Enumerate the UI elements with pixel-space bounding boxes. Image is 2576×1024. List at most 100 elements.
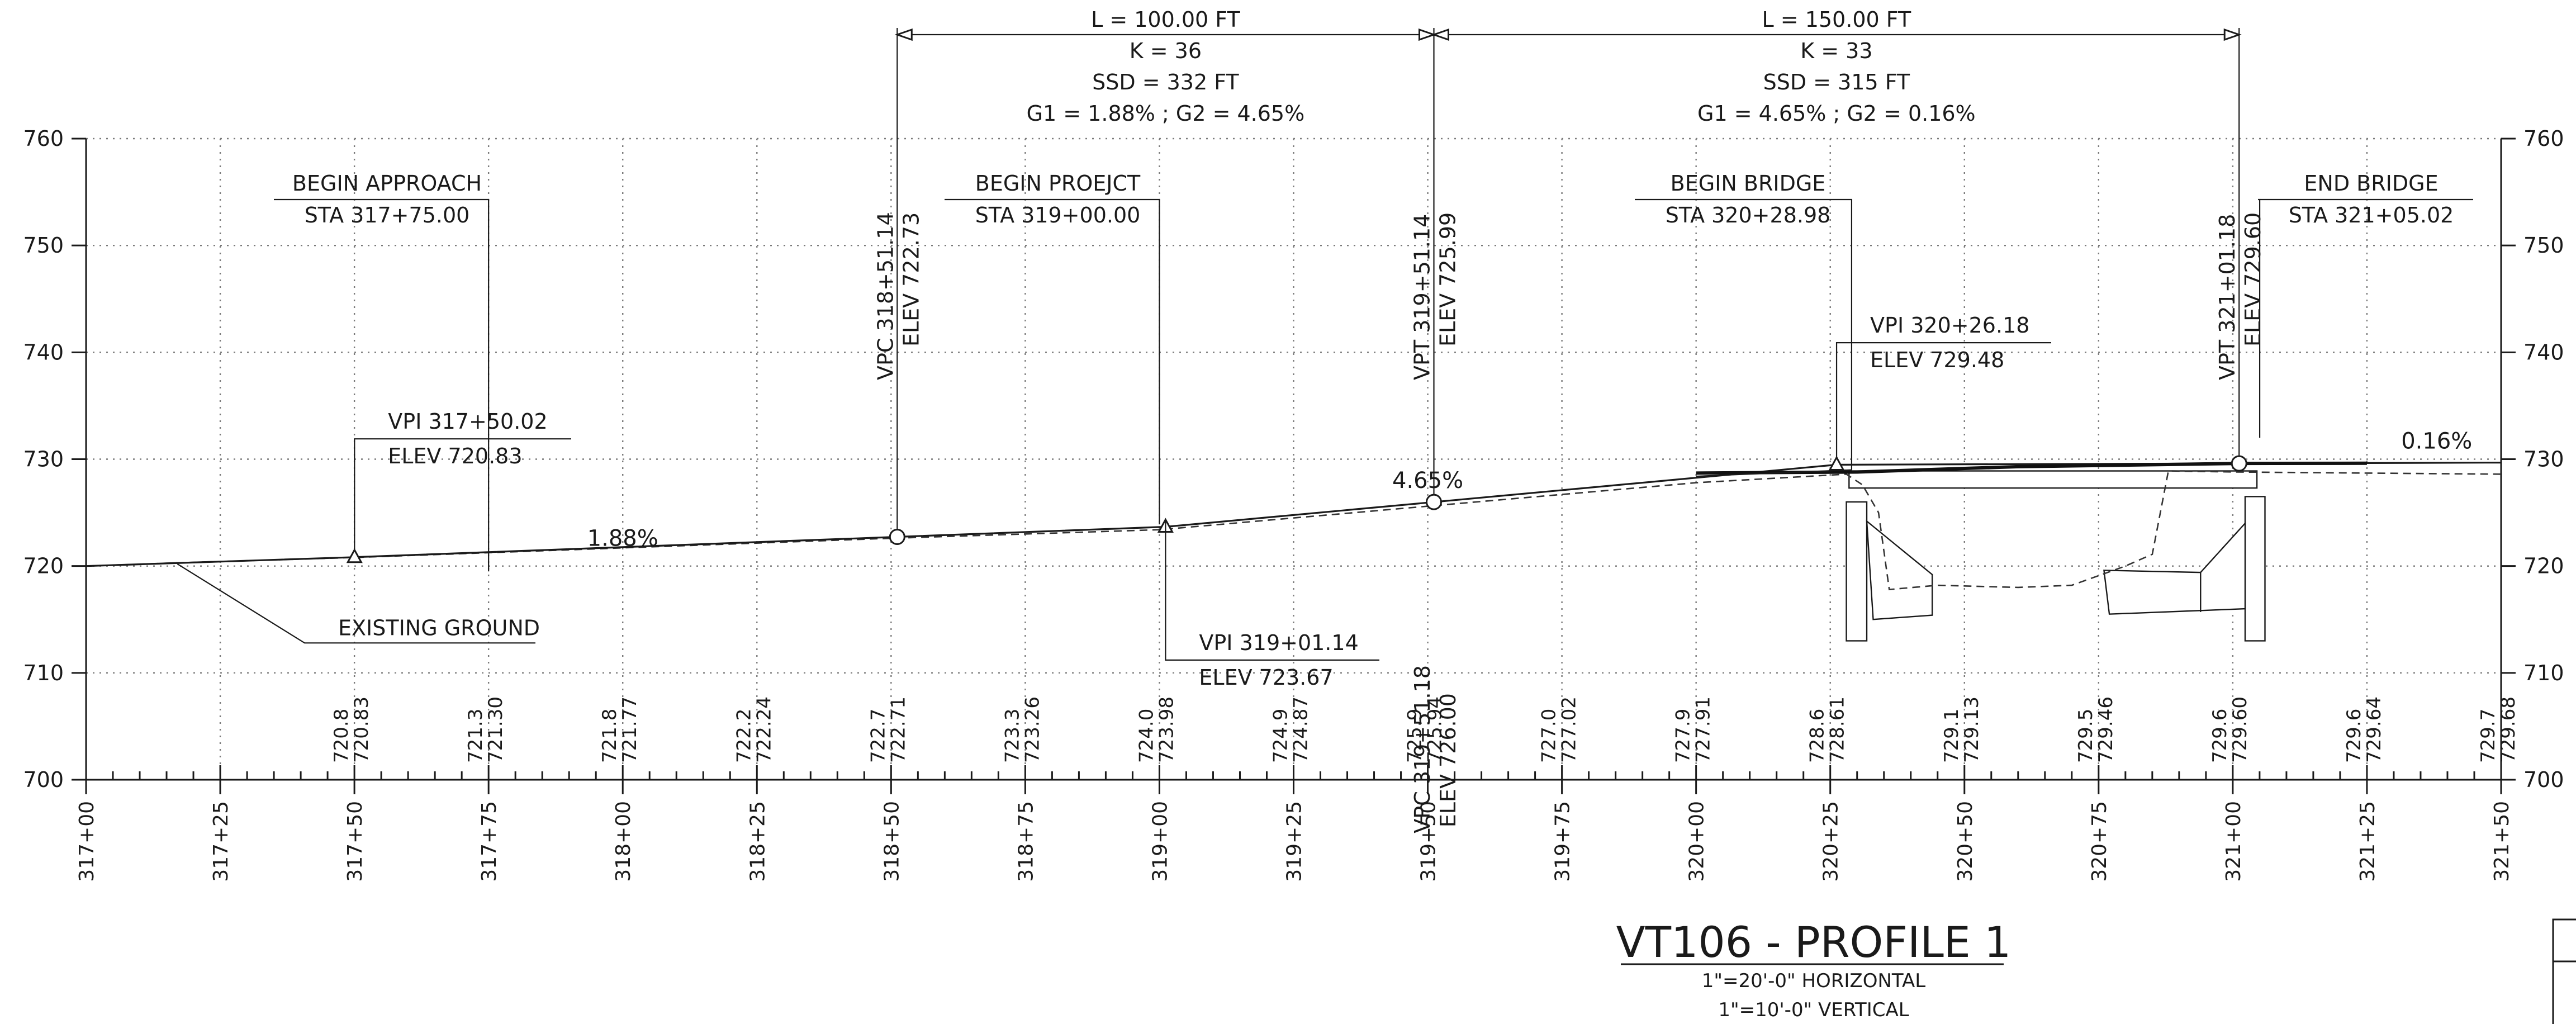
x-tick-label: 318+50 [880,801,903,882]
existing-elevation-label: 727.0 [1538,709,1560,763]
x-tick-label: 318+00 [612,801,635,882]
begin-approach-station: STA 317+75.00 [305,203,470,227]
x-tick-label: 318+75 [1014,801,1037,882]
existing-elevation-label: 729.7 [2477,709,2499,763]
begin-bridge-title: BEGIN BRIDGE [1671,171,1826,196]
existing-ground-label: EXISTING GROUND [338,615,540,640]
proposed-elevation-label: 723.26 [1021,696,1043,763]
curve-parameter: K = 36 [1130,39,1202,63]
proposed-elevation-label: 721.77 [619,696,641,763]
existing-elevation-label: 722.2 [733,709,755,763]
begin-approach-leader [274,198,490,572]
proposed-elevation-label: 729.64 [2363,696,2385,763]
proposed-elevation-label: 727.91 [1692,696,1715,763]
existing-ground-leader [177,563,535,644]
existing-elevation-label: 722.7 [867,709,889,763]
axis-ticks [72,138,2516,794]
title-block: VT106 - PROFILE 1 1"=20'-0" HORIZONTAL 1… [1616,917,2012,1021]
proposed-elevation-label: 729.13 [1961,696,1983,763]
proposed-elevation-label: 729.68 [2497,696,2520,763]
y-tick-label-right: 730 [2523,447,2564,472]
y-tick-label-left: 760 [23,126,64,151]
existing-ground-line [86,470,2502,591]
y-tick-label-right: 720 [2523,554,2564,579]
existing-elevation-label: 725.9 [1404,709,1426,763]
callout-leaders [177,28,2473,661]
x-tick-label: 320+75 [2088,801,2111,882]
proposed-elevation-label: 720.83 [350,696,373,763]
footing-end [2103,522,2246,615]
proposed-elevation-label: 729.46 [2095,696,2117,763]
y-tick-label-left: 710 [23,661,64,685]
proposed-elevation-label: 725.94 [1424,696,1446,763]
vpc-elevation: ELEV 726.00 [1436,693,1460,827]
grade-label: 1.88% [587,525,658,551]
vpi-marker [346,548,363,563]
begin-bridge-leader [1635,198,1853,470]
begin-project-leader [945,198,1160,525]
y-tick-label-left: 730 [23,447,64,472]
existing-elevation-label: 729.6 [2343,709,2365,763]
y-tick-label-left: 750 [23,233,64,258]
x-tick-label: 317+25 [210,801,233,882]
vpi-elevation: ELEV 720.83 [388,444,522,468]
end-bridge-station: STA 321+05.02 [2289,203,2454,227]
y-tick-label-right: 710 [2523,661,2564,685]
proposed-elevation-label: 722.71 [887,696,909,763]
dimension-arrow [1431,28,1449,41]
x-tick-label: 319+75 [1552,801,1574,882]
begin-project-title: BEGIN PROEJCT [975,171,1141,196]
x-tick-label: 317+00 [75,801,98,882]
vpt-label: VPT 321+01.18 [2215,214,2240,380]
x-tick-label: 319+25 [1283,801,1306,882]
y-tick-label-right: 740 [2523,340,2564,364]
existing-elevation-label: 729.1 [1941,709,1963,763]
vpc-elevation: ELEV 722.73 [899,212,923,347]
proposed-elevation-label: 727.02 [1558,696,1581,763]
x-tick-label: 320+50 [1954,801,1977,882]
grade-label: 4.65% [1392,468,1463,494]
annotation-labels: 700 700 710 710 720 720 730 730 740 740 750 750 760 7… [23,7,2564,882]
proposed-elevation-label: 729.60 [2229,696,2251,763]
vpi-marker [1828,456,1845,471]
x-tick-label: 319+50 [1417,801,1440,882]
y-tick-label-right: 700 [2523,767,2564,792]
curve-parameter: G1 = 1.88% ; G2 = 4.65% [1027,101,1305,126]
x-tick-label: 319+00 [1149,801,1171,882]
y-tick-label-right: 760 [2523,126,2564,151]
x-tick-label: 321+25 [2356,801,2379,882]
x-tick-label: 320+25 [1820,801,1843,882]
existing-elevation-label: 720.8 [330,709,353,763]
existing-ground-series [86,470,2502,591]
approach-slab-line [1696,469,1852,477]
vpc-label: VPC 319+51.18 [1410,665,1435,833]
curve-point-marker [889,528,905,545]
begin-bridge-station: STA 320+28.98 [1666,203,1831,227]
existing-elevation-label: 728.6 [1806,709,1829,763]
curve-parameter: K = 33 [1800,39,1872,63]
existing-elevation-label: 729.5 [2075,709,2097,763]
existing-elevation-label: 721.3 [464,709,487,763]
vpi-label: VPI 319+01.14 [1199,630,1358,655]
curve-point-marker [2231,455,2247,472]
abutment-end [2244,496,2266,642]
begin-approach-title: BEGIN APPROACH [292,171,482,196]
curve-parameter: L = 150.00 FT [1762,7,1911,32]
begin-project-station: STA 319+00.00 [975,203,1141,227]
x-tick-label: 320+00 [1686,801,1709,882]
proposed-elevation-label: 728.61 [1827,696,1849,763]
x-tick-label: 317+75 [478,801,501,882]
end-bridge-leader [2258,198,2261,438]
proposed-elevation-label: 723.98 [1155,696,1178,763]
curve-parameter: SSD = 332 FT [1092,70,1239,94]
existing-elevation-label: 724.9 [1270,709,1292,763]
x-tick-label: 321+50 [2490,801,2513,882]
grade-label: 0.16% [2401,428,2472,454]
curve-parameter: G1 = 4.65% ; G2 = 0.16% [1697,101,1976,126]
vpi-leader [354,438,571,550]
curve-point-marker [1426,494,1443,510]
vertical-scale: 1"=10'-0" VERTICAL [1718,999,1909,1021]
dimension-arrow [2223,28,2242,41]
existing-elevation-label: 721.8 [599,709,621,763]
dimension-arrow [894,28,913,41]
